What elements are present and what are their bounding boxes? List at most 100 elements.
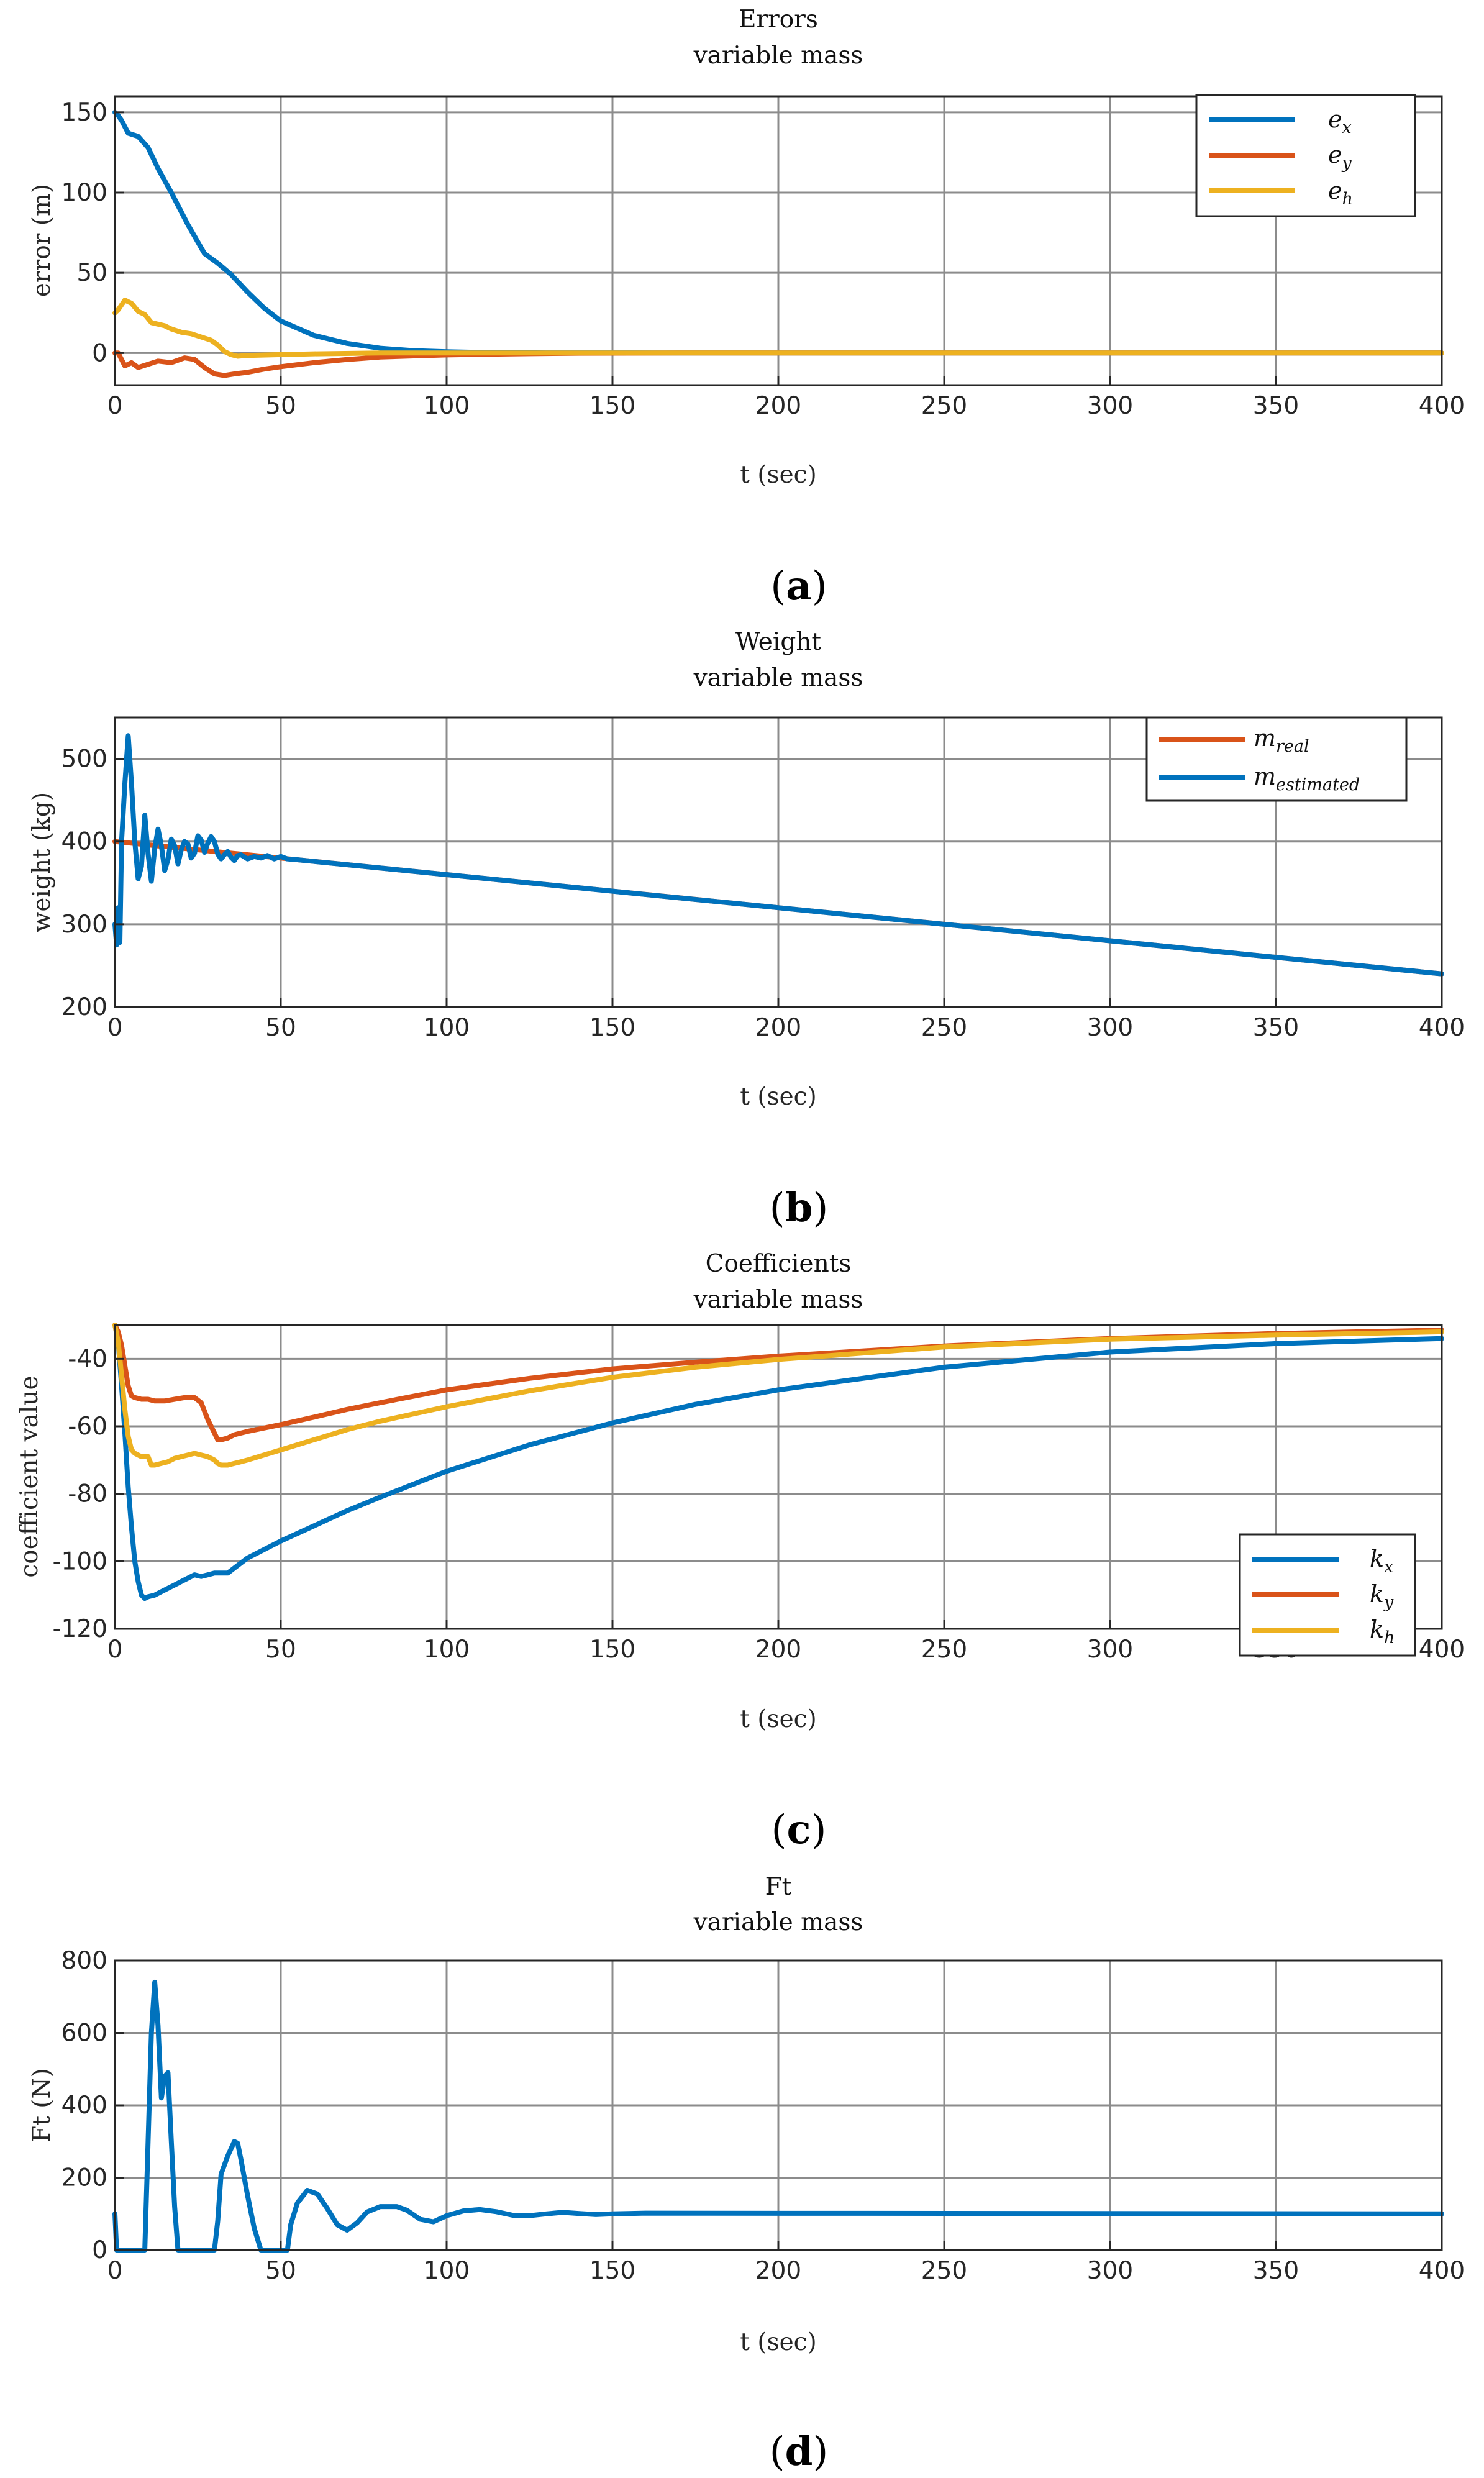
x-tick-label: 100 [424,2257,470,2285]
caption-letter: a [786,563,811,609]
caption-letter: b [785,1185,813,1231]
legend-label-ky-sub: y [1383,1593,1394,1612]
caption-open-paren: ( [772,1807,787,1853]
panel-caption: (c) [772,1806,827,1853]
legend-label-mestimated-base: m [1254,763,1276,790]
x-tick-label: 150 [590,2257,635,2285]
x-tick-label: 150 [590,392,635,420]
legend-label-kh-base: k [1370,1616,1384,1643]
chart-subtitle: variable mass [693,1908,863,1936]
series-line-k-y [112,1323,1444,1442]
x-tick-label: 400 [1419,1636,1465,1664]
legend-label-kx-sub: x [1384,1557,1393,1577]
x-axis-label: t (sec) [740,461,816,489]
legend-label-ky: ky [1370,1580,1394,1612]
x-tick-label: 50 [265,1636,296,1664]
x-tick-label: 100 [424,1636,470,1664]
legend-label-ex-sub: x [1342,118,1352,137]
x-tick-label: 200 [755,1636,801,1664]
x-tick-label: 100 [424,392,470,420]
y-tick-label: 100 [61,179,107,207]
panel-c: Coefficients variable mass 0 50 100 150 200 2… [16,1250,1465,1853]
legend-label-kx: kx [1370,1545,1393,1577]
x-tick-label: 300 [1087,1636,1133,1664]
panel-caption: (b) [770,1185,829,1231]
x-tick-label: 200 [755,2257,801,2285]
x-tick-label: 250 [921,1014,967,1042]
y-tick-label: 500 [61,745,107,773]
legend: mreal mestimated [1145,716,1408,802]
legend-label-ey-sub: y [1342,153,1352,173]
chart-title: Errors [739,6,818,34]
y-tick-label: -80 [68,1480,107,1508]
x-tick-label: 400 [1419,392,1465,420]
x-tick-label: 350 [1253,2257,1299,2285]
x-tick-label: 300 [1087,2257,1133,2285]
legend-label-mestimated-sub: estimated [1276,775,1360,795]
y-tick-label: 600 [61,2020,107,2048]
x-tick-label: 100 [424,1014,470,1042]
tick-labels: 0 50 100 150 200 250 300 350 400 0 200 400 600 800 [61,1947,1465,2285]
x-tick-label: 50 [265,392,296,420]
x-tick-label: 300 [1087,392,1133,420]
legend-label-eh-base: e [1328,177,1342,204]
y-axis-label: weight (kg) [28,792,56,932]
caption-open-paren: ( [770,1185,785,1231]
panel-caption: (d) [770,2428,829,2475]
legend-label-mestimated: mestimated [1254,763,1360,795]
x-axis-label: t (sec) [740,1083,816,1111]
y-tick-label: 200 [61,993,107,1021]
legend: ex ey eh [1195,94,1416,217]
series-line-k-h [112,1323,1444,1468]
series-line-k-x [112,1323,1444,1601]
series-line-m-estimated [112,733,1444,977]
legend-label-ey-base: e [1328,141,1342,168]
x-axis-label: t (sec) [740,1705,816,1733]
x-tick-label: 150 [590,1014,635,1042]
y-tick-label: 50 [76,259,107,287]
y-tick-label: 800 [61,1947,107,1975]
y-axis-label: coefficient value [16,1375,43,1577]
x-tick-label: 250 [921,392,967,420]
caption-letter: d [785,2428,813,2475]
legend-label-ey: ey [1328,141,1352,173]
x-tick-label: 250 [921,2257,967,2285]
panel-d: Ft variable mass 0 50 100 150 200 250 300 350 40… [28,1873,1465,2475]
series-line-e-h [112,298,1444,359]
series-layer [112,1323,1444,1601]
x-tick-label: 0 [107,1014,123,1042]
x-tick-label: 350 [1253,1014,1299,1042]
grid [115,1325,1442,1629]
x-tick-label: 0 [107,1636,123,1664]
y-tick-label: -60 [68,1413,107,1441]
x-tick-label: 0 [107,392,123,420]
y-tick-label: 200 [61,2164,107,2192]
panel-b: Weight variable mass 0 50 100 150 200 250 300 3… [28,628,1465,1231]
chart-subtitle: variable mass [693,664,863,692]
y-tick-label: 300 [61,911,107,939]
legend-label-kx-base: k [1370,1545,1384,1572]
legend-label-ex-base: e [1328,106,1342,133]
y-tick-label: -40 [68,1345,107,1373]
legend: kx ky kh [1239,1533,1416,1657]
caption-close-paren: ) [813,2429,828,2475]
x-tick-label: 200 [755,392,801,420]
tick-labels: 0 50 100 150 200 250 300 350 400 0 50 100 150 [61,99,1465,420]
y-axis-label: error (m) [28,184,56,297]
y-tick-label: -100 [52,1547,107,1575]
chart-title: Ft [765,1873,792,1901]
x-tick-label: 200 [755,1014,801,1042]
legend-box [1145,716,1408,802]
y-tick-label: -120 [52,1615,107,1643]
grid [115,1961,1442,2250]
caption-letter: c [787,1806,811,1853]
x-axis-label: t (sec) [740,2328,816,2356]
y-tick-label: 400 [61,2092,107,2120]
caption-close-paren: ) [813,1185,828,1231]
x-tick-label: 250 [921,1636,967,1664]
legend-label-ex: ex [1328,106,1352,137]
series-layer [112,733,1444,977]
panel-a: Errors variable mass 0 50 100 150 200 250 300 3… [28,6,1465,609]
legend-label-kh: kh [1370,1616,1395,1647]
